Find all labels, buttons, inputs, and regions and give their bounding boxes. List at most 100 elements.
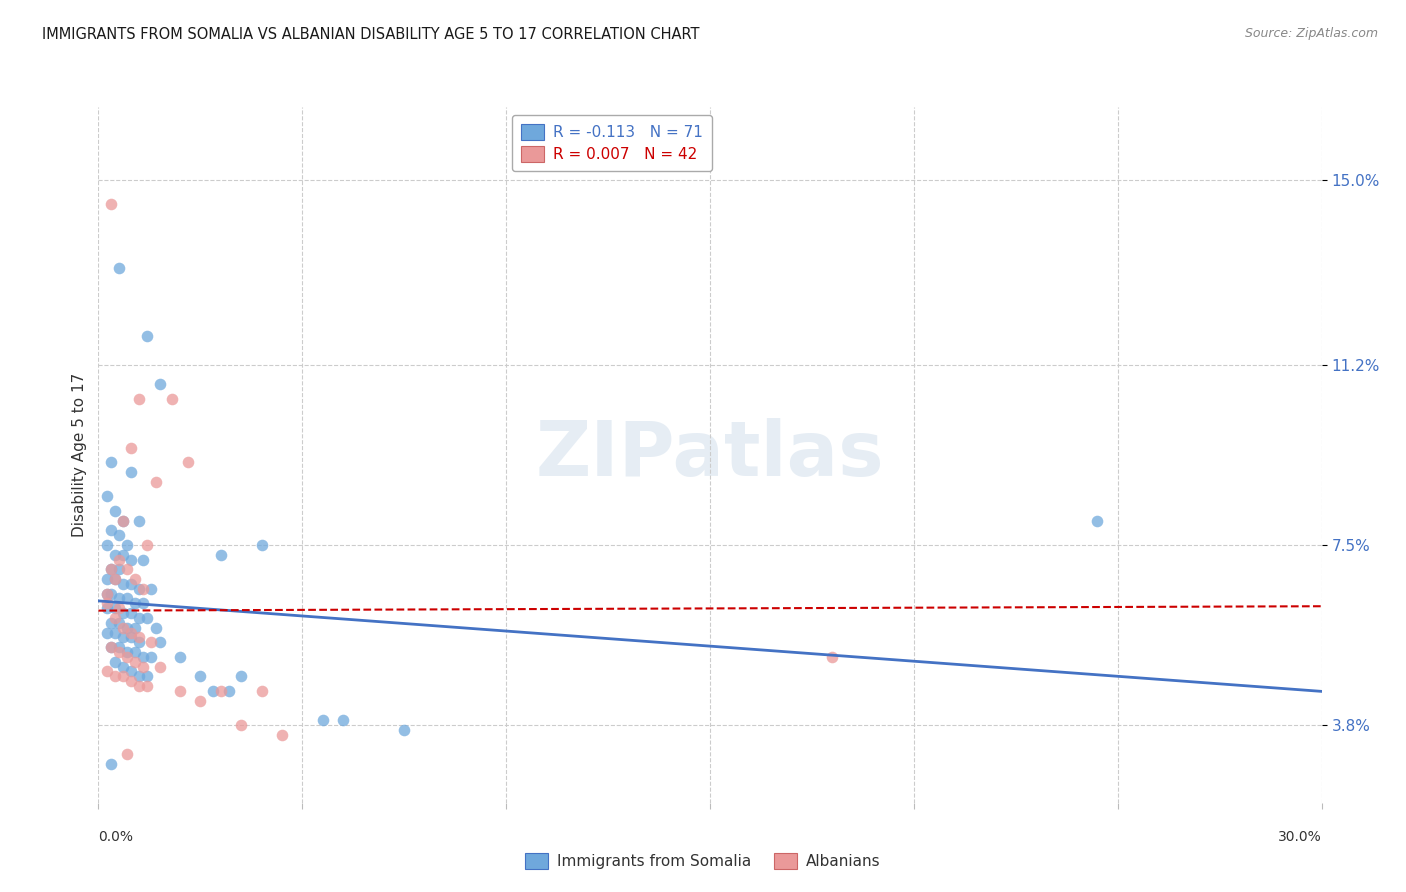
Point [108, 640, 131, 654]
Point [120, 577, 142, 591]
Point [132, 649, 155, 664]
Point [231, 669, 253, 683]
Point [169, 649, 191, 664]
Point [120, 625, 142, 640]
Point [108, 552, 131, 566]
Point [111, 514, 134, 528]
Point [100, 455, 122, 469]
Point [136, 328, 159, 343]
Point [169, 684, 191, 698]
Point [96, 625, 118, 640]
Point [120, 465, 142, 479]
Point [111, 621, 134, 635]
Point [104, 625, 127, 640]
Point [108, 528, 131, 542]
Point [128, 679, 150, 693]
Point [104, 504, 127, 518]
Point [250, 684, 273, 698]
Text: 0.0%: 0.0% [98, 830, 134, 844]
Point [141, 649, 163, 664]
Point [96, 596, 118, 610]
Point [120, 631, 142, 645]
Point [128, 392, 150, 406]
Point [120, 552, 142, 566]
Point [128, 669, 150, 683]
Point [124, 572, 146, 586]
Point [132, 659, 155, 673]
Point [104, 669, 127, 683]
Point [188, 693, 212, 707]
Point [104, 601, 127, 615]
Point [312, 713, 335, 727]
Point [1085, 514, 1108, 528]
Point [115, 649, 138, 664]
Text: Source: ZipAtlas.com: Source: ZipAtlas.com [1244, 27, 1378, 40]
Point [132, 582, 155, 596]
Point [111, 659, 134, 673]
Point [115, 621, 138, 635]
Point [115, 747, 138, 761]
Text: ZIPatlas: ZIPatlas [536, 418, 884, 491]
Point [111, 577, 134, 591]
Point [120, 665, 142, 679]
Point [96, 665, 118, 679]
Point [96, 601, 118, 615]
Point [145, 621, 167, 635]
Point [821, 649, 844, 664]
Point [332, 713, 354, 727]
Point [141, 582, 163, 596]
Point [108, 562, 131, 576]
Point [141, 635, 163, 649]
Point [96, 489, 118, 503]
Point [108, 260, 131, 275]
Legend: Immigrants from Somalia, Albanians: Immigrants from Somalia, Albanians [519, 847, 887, 875]
Point [100, 197, 122, 211]
Point [104, 655, 127, 669]
Point [100, 640, 122, 654]
Point [104, 548, 127, 562]
Point [124, 621, 146, 635]
Point [136, 538, 159, 552]
Point [149, 377, 172, 392]
Point [270, 728, 294, 742]
Point [124, 596, 146, 610]
Point [128, 631, 150, 645]
Point [115, 562, 138, 576]
Point [115, 591, 138, 606]
Point [108, 645, 131, 659]
Point [188, 669, 212, 683]
Text: 30.0%: 30.0% [1278, 830, 1322, 844]
Point [104, 611, 127, 625]
Point [111, 669, 134, 683]
Point [136, 611, 159, 625]
Point [108, 591, 131, 606]
Text: IMMIGRANTS FROM SOMALIA VS ALBANIAN DISABILITY AGE 5 TO 17 CORRELATION CHART: IMMIGRANTS FROM SOMALIA VS ALBANIAN DISA… [42, 27, 700, 42]
Point [145, 475, 167, 489]
Point [120, 606, 142, 620]
Point [120, 674, 142, 689]
Point [100, 562, 122, 576]
Point [392, 723, 416, 737]
Point [149, 659, 172, 673]
Point [100, 640, 122, 654]
Point [96, 538, 118, 552]
Point [149, 635, 172, 649]
Point [96, 572, 118, 586]
Point [108, 615, 131, 630]
Point [132, 596, 155, 610]
Point [100, 756, 122, 771]
Point [96, 586, 118, 600]
Point [100, 524, 122, 538]
Point [111, 514, 134, 528]
Point [115, 645, 138, 659]
Point [136, 679, 159, 693]
Point [104, 572, 127, 586]
Point [136, 669, 159, 683]
Point [115, 538, 138, 552]
Point [250, 538, 273, 552]
Point [132, 552, 155, 566]
Point [111, 631, 134, 645]
Point [209, 548, 232, 562]
Y-axis label: Disability Age 5 to 17: Disability Age 5 to 17 [72, 373, 87, 537]
Point [128, 582, 150, 596]
